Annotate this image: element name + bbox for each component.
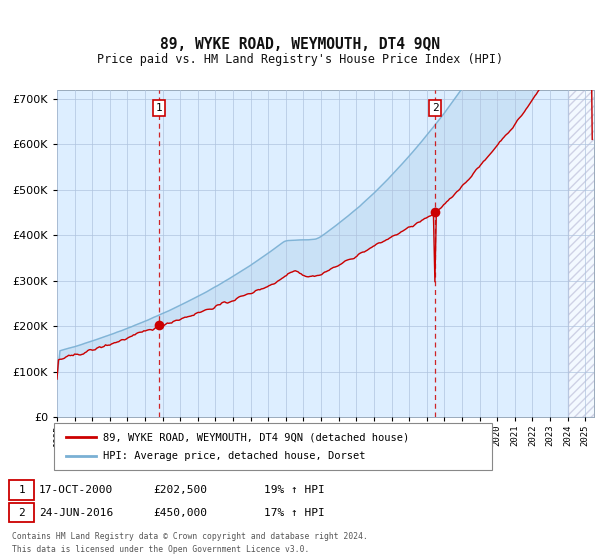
Text: 17% ↑ HPI: 17% ↑ HPI xyxy=(264,508,325,518)
Text: 2: 2 xyxy=(432,103,439,113)
Text: 89, WYKE ROAD, WEYMOUTH, DT4 9QN (detached house): 89, WYKE ROAD, WEYMOUTH, DT4 9QN (detach… xyxy=(103,432,409,442)
Text: 2: 2 xyxy=(18,508,25,518)
Text: £450,000: £450,000 xyxy=(153,508,207,518)
Text: £202,500: £202,500 xyxy=(153,485,207,495)
Text: 1: 1 xyxy=(18,485,25,495)
Text: 1: 1 xyxy=(155,103,163,113)
Polygon shape xyxy=(568,53,600,417)
Text: Contains HM Land Registry data © Crown copyright and database right 2024.
This d: Contains HM Land Registry data © Crown c… xyxy=(12,533,368,554)
Text: 19% ↑ HPI: 19% ↑ HPI xyxy=(264,485,325,495)
Text: Price paid vs. HM Land Registry's House Price Index (HPI): Price paid vs. HM Land Registry's House … xyxy=(97,53,503,67)
Text: HPI: Average price, detached house, Dorset: HPI: Average price, detached house, Dors… xyxy=(103,451,366,461)
Text: 24-JUN-2016: 24-JUN-2016 xyxy=(39,508,113,518)
Text: 17-OCT-2000: 17-OCT-2000 xyxy=(39,485,113,495)
Text: 89, WYKE ROAD, WEYMOUTH, DT4 9QN: 89, WYKE ROAD, WEYMOUTH, DT4 9QN xyxy=(160,38,440,52)
